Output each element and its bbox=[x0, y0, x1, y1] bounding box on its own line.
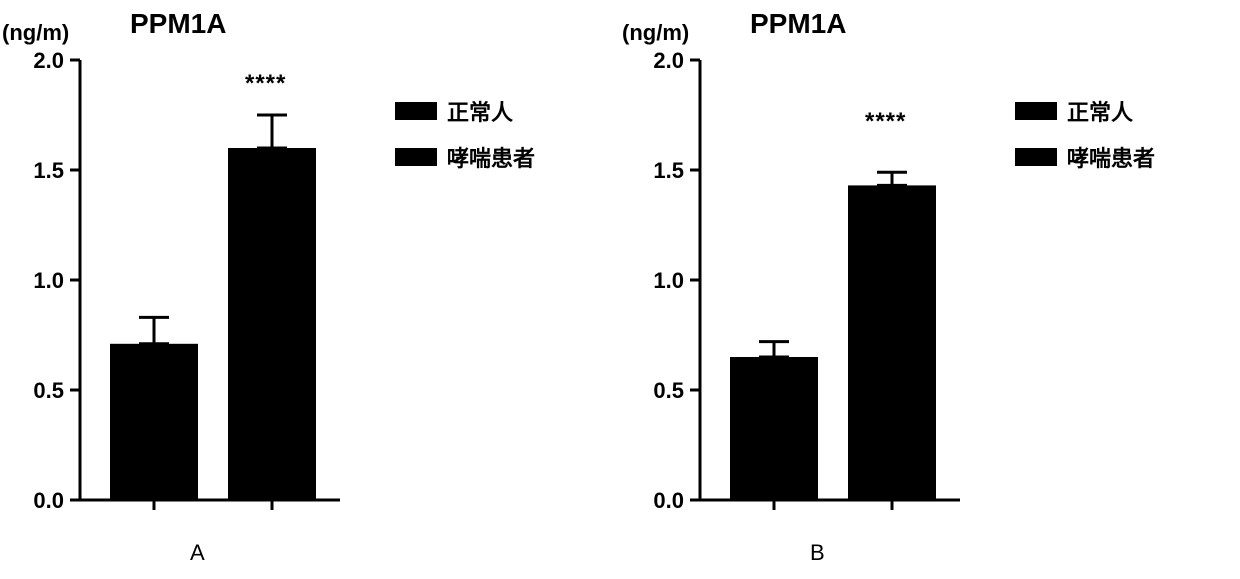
bar-1 bbox=[848, 185, 936, 500]
significance-marker: **** bbox=[865, 108, 906, 136]
legend-label: 正常人 bbox=[447, 95, 513, 127]
legend: 正常人哮喘患者 bbox=[395, 95, 535, 173]
ytick-label: 0.0 bbox=[33, 488, 64, 513]
chart-B: 0.0 0.5 1.0 1.5 2.0 bbox=[620, 0, 1000, 520]
legend-item: 正常人 bbox=[1015, 95, 1155, 127]
ytick-label: 2.0 bbox=[653, 48, 684, 73]
ytick-label: 0.5 bbox=[653, 378, 684, 403]
legend-label: 哮喘患者 bbox=[447, 141, 535, 173]
chart-title: PPM1A bbox=[750, 8, 846, 40]
y-unit-label: (ng/m) bbox=[2, 20, 69, 46]
legend-label: 正常人 bbox=[1067, 95, 1133, 127]
legend-swatch bbox=[395, 102, 437, 120]
ytick-label: 0.5 bbox=[33, 378, 64, 403]
bar-0 bbox=[110, 344, 198, 500]
legend-swatch bbox=[1015, 148, 1057, 166]
bar-0 bbox=[730, 357, 818, 500]
ytick-label: 2.0 bbox=[33, 48, 64, 73]
ytick-label: 1.0 bbox=[33, 268, 64, 293]
panel-A: 0.0 0.5 1.0 1.5 2.0 PPM1A (ng/m) **** 正常人哮喘患者 A bbox=[0, 0, 620, 579]
chart-title: PPM1A bbox=[130, 8, 226, 40]
legend: 正常人哮喘患者 bbox=[1015, 95, 1155, 173]
ytick-label: 0.0 bbox=[653, 488, 684, 513]
legend-swatch bbox=[395, 148, 437, 166]
chart-A: 0.0 0.5 1.0 1.5 2.0 bbox=[0, 0, 380, 520]
legend-item: 哮喘患者 bbox=[1015, 141, 1155, 173]
panel-B: 0.0 0.5 1.0 1.5 2.0 PPM1A (ng/m) **** 正常人哮喘患者 B bbox=[620, 0, 1240, 579]
legend-item: 正常人 bbox=[395, 95, 535, 127]
significance-marker: **** bbox=[245, 70, 286, 98]
legend-item: 哮喘患者 bbox=[395, 141, 535, 173]
legend-label: 哮喘患者 bbox=[1067, 141, 1155, 173]
panel-label: A bbox=[190, 540, 205, 566]
ytick-label: 1.5 bbox=[33, 158, 64, 183]
panel-label: B bbox=[810, 540, 825, 566]
ytick-label: 1.5 bbox=[653, 158, 684, 183]
legend-swatch bbox=[1015, 102, 1057, 120]
y-unit-label: (ng/m) bbox=[622, 20, 689, 46]
ytick-label: 1.0 bbox=[653, 268, 684, 293]
bar-1 bbox=[228, 148, 316, 500]
figure-row: 0.0 0.5 1.0 1.5 2.0 PPM1A (ng/m) **** 正常人哮喘患者 A 0… bbox=[0, 0, 1240, 579]
